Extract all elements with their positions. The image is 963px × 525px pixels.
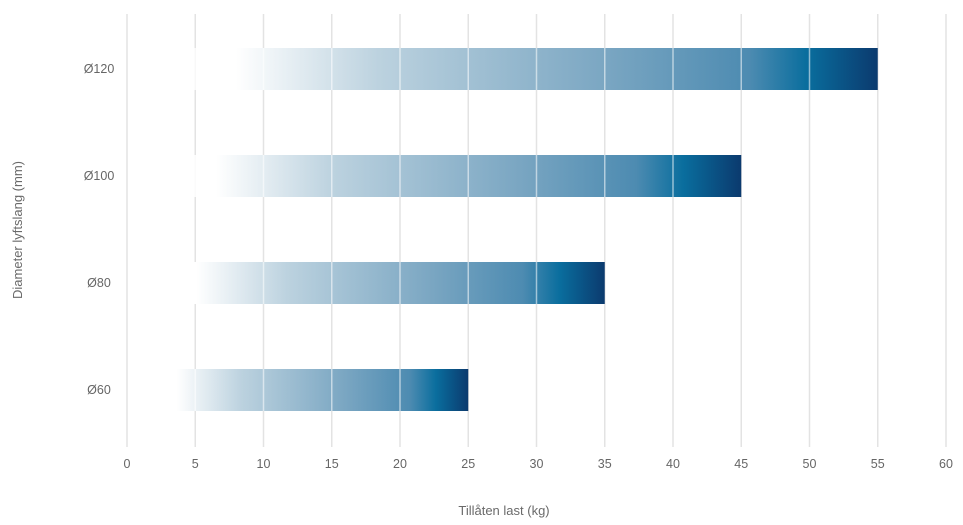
- bar-d60: [144, 369, 469, 411]
- bar-d120: [164, 48, 878, 90]
- y-axis-title: Diameter lyftslang (mm): [10, 161, 25, 299]
- y-tick-label-d80: Ø80: [87, 276, 111, 290]
- x-tick-label-55: 55: [871, 457, 885, 471]
- y-tick-label-d100: Ø100: [84, 169, 115, 183]
- y-tick-label-d60: Ø60: [87, 383, 111, 397]
- x-tick-label-10: 10: [257, 457, 271, 471]
- x-tick-label-25: 25: [461, 457, 475, 471]
- bars: [144, 48, 878, 411]
- x-axis-title: Tillåten last (kg): [458, 503, 549, 518]
- x-tick-label-5: 5: [192, 457, 199, 471]
- y-axis-tick-labels: Ø60 Ø80 Ø100 Ø120: [84, 62, 115, 397]
- x-tick-label-45: 45: [734, 457, 748, 471]
- x-tick-label-20: 20: [393, 457, 407, 471]
- bar-gridline-overlays: [194, 48, 811, 411]
- x-tick-label-15: 15: [325, 457, 339, 471]
- x-tick-label-30: 30: [530, 457, 544, 471]
- x-tick-label-50: 50: [803, 457, 817, 471]
- bar-d100: [157, 155, 742, 197]
- x-tick-label-40: 40: [666, 457, 680, 471]
- x-tick-label-60: 60: [939, 457, 953, 471]
- bar-d80: [150, 262, 605, 304]
- x-tick-label-35: 35: [598, 457, 612, 471]
- y-tick-label-d120: Ø120: [84, 62, 115, 76]
- x-tick-label-0: 0: [124, 457, 131, 471]
- x-axis-tick-labels: 0 5 10 15 20 25 30 35 40 45 50 55 60: [124, 457, 953, 471]
